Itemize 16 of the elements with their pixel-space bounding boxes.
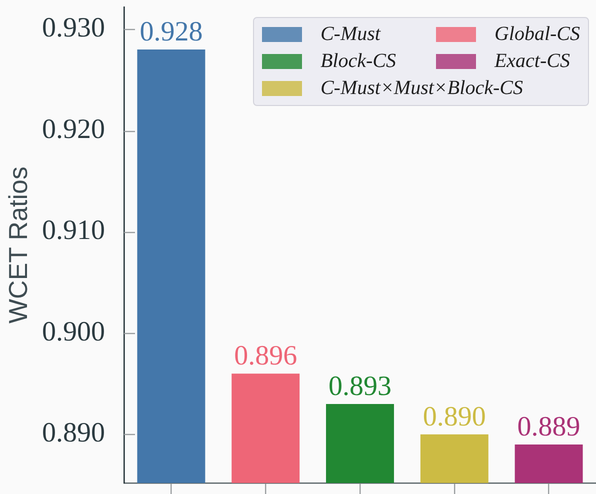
y-tick-label: 0.930 [42,12,105,44]
data-label: 0.893 [328,371,392,402]
y-tick-label: 0.920 [42,114,105,145]
data-label: 0.890 [422,401,486,432]
legend-label: C-Must [320,23,380,46]
data-label: 0.928 [140,16,203,48]
legend-label: Exact-CS [494,50,570,73]
legend-label: Global-CS [494,23,580,46]
data-label: 0.896 [234,340,298,372]
y-tick-label: 0.900 [42,316,105,348]
y-tick-label: 0.910 [42,215,105,246]
y-tick-label: 0.890 [42,418,105,449]
legend-label: C-Must×Must×Block-CS [320,77,523,100]
legend-label: Block-CS [320,50,396,73]
data-label: 0.889 [517,412,580,443]
y-axis-title: WCET Ratios [2,166,33,324]
